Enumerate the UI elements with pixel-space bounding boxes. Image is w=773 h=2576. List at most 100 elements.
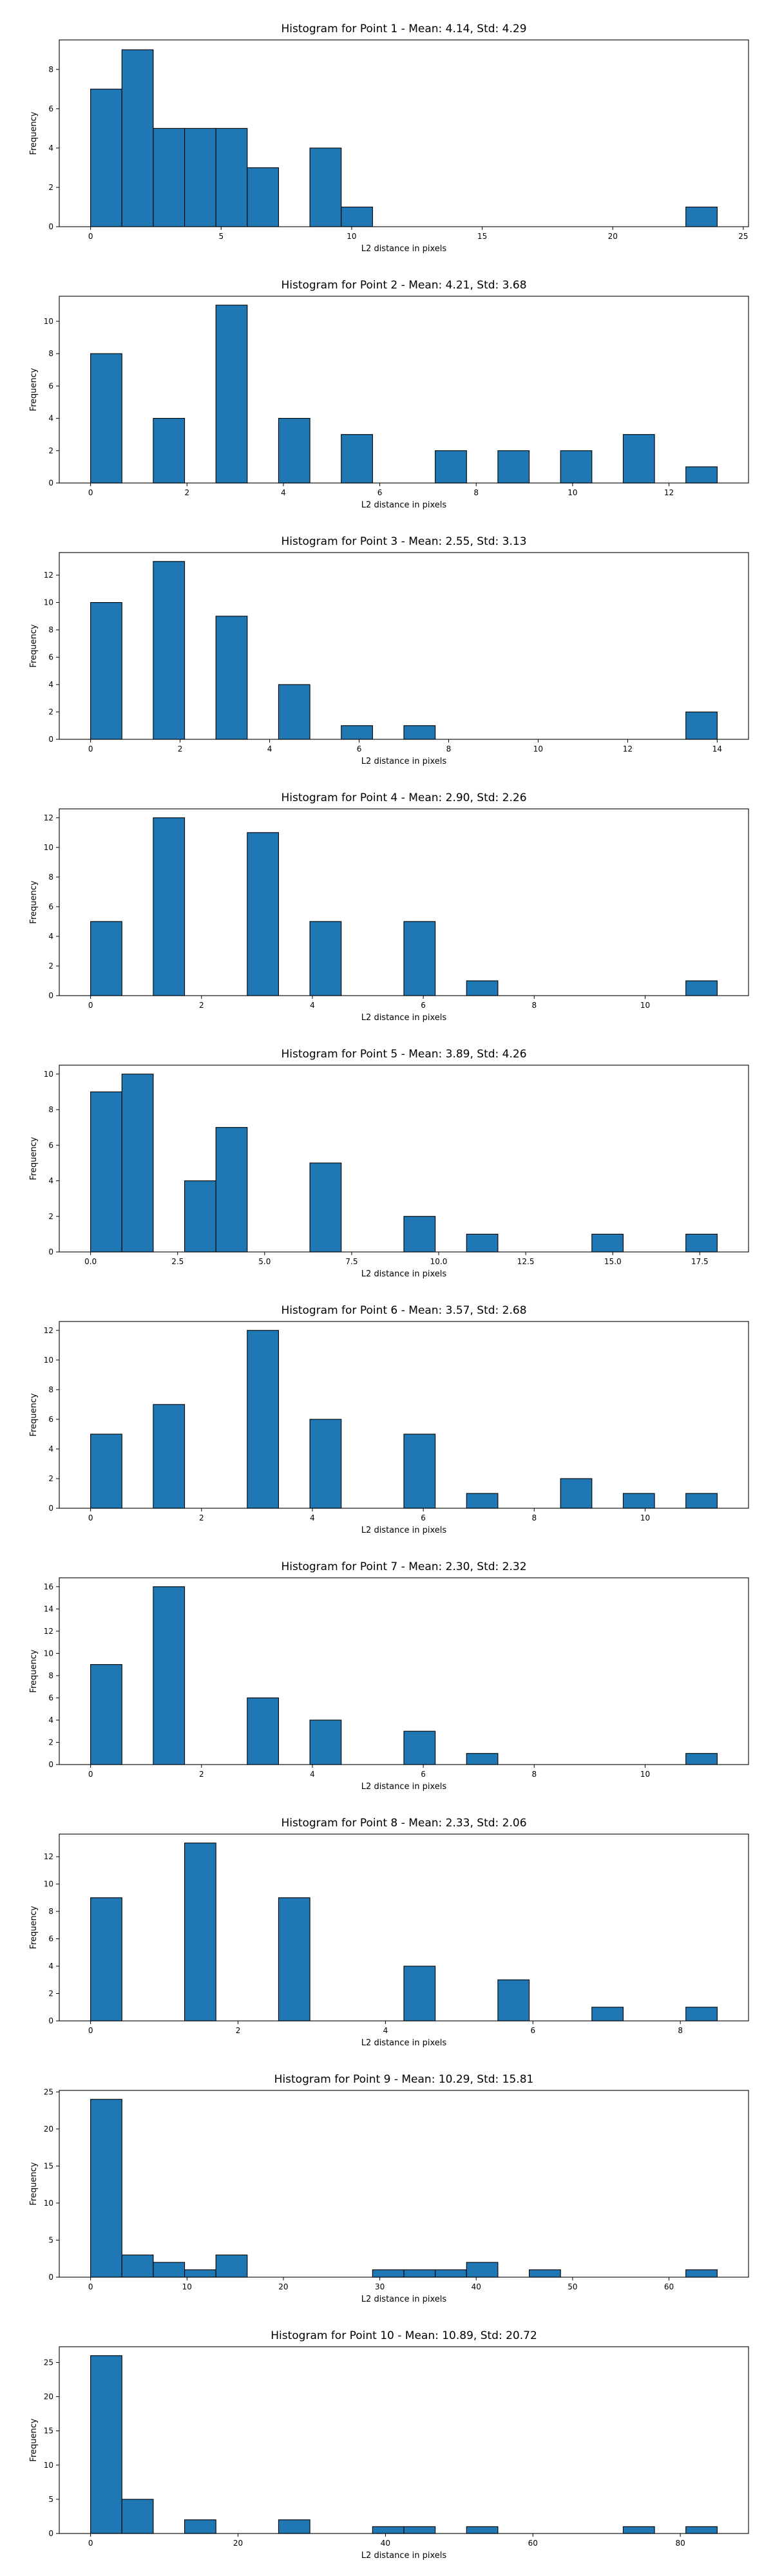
x-tick-label: 0.0 (84, 1257, 97, 1266)
histogram-bar (90, 1434, 122, 1509)
x-tick-label: 8 (531, 1001, 537, 1010)
chart-title: Histogram for Point 9 - Mean: 10.29, Std… (274, 2073, 534, 2086)
axes-frame (59, 296, 749, 484)
histogram-bar (685, 206, 718, 227)
x-tick-label: 10 (640, 1513, 650, 1522)
histogram-panel-5: Histogram for Point 5 - Mean: 3.89, Std:… (29, 1048, 749, 1279)
y-tick-label: 4 (48, 1177, 53, 1186)
histogram-bar (466, 2262, 499, 2278)
histogram-bar (215, 2254, 248, 2278)
y-axis-label: Frequency (29, 1137, 39, 1180)
x-tick-label: 6 (357, 744, 362, 753)
y-tick-label: 0 (48, 478, 53, 488)
histogram-bar (685, 1233, 718, 1253)
x-tick-label: 4 (383, 2026, 388, 2035)
x-axis-label: L2 distance in pixels (361, 757, 447, 766)
histogram-bar (622, 434, 655, 484)
histogram-bar (341, 725, 373, 740)
histogram-bar (372, 2269, 405, 2278)
histogram-bar (153, 418, 186, 484)
histogram-bar (153, 561, 186, 740)
histogram-bar (153, 2262, 186, 2278)
histogram-panel-4: Histogram for Point 4 - Mean: 2.90, Std:… (29, 791, 749, 1023)
histogram-panel-3: Histogram for Point 3 - Mean: 2.55, Std:… (29, 535, 749, 766)
x-axis-label: L2 distance in pixels (361, 1782, 447, 1792)
x-tick-label: 2 (184, 488, 189, 497)
histogram-bar (685, 711, 718, 740)
histogram-bar (215, 305, 248, 484)
y-tick-label: 16 (44, 1582, 53, 1591)
chart-title: Histogram for Point 7 - Mean: 2.30, Std:… (281, 1560, 526, 1573)
y-tick-label: 0 (48, 2016, 53, 2025)
histogram-bar (184, 1842, 216, 2022)
x-tick-label: 40 (381, 2539, 390, 2548)
y-tick-label: 12 (44, 1627, 53, 1636)
histogram-bar (466, 2526, 499, 2534)
y-tick-label: 2 (48, 1989, 53, 1998)
chart-title: Histogram for Point 6 - Mean: 3.57, Std:… (281, 1304, 526, 1317)
y-tick-label: 10 (44, 598, 53, 607)
histogram-bar (591, 2007, 624, 2022)
histogram-bar (153, 128, 186, 227)
histogram-bar (622, 1493, 655, 1509)
x-tick-label: 12 (664, 488, 674, 497)
y-axis-label: Frequency (29, 1906, 39, 1949)
histogram-bar (278, 2519, 310, 2534)
x-axis-label: L2 distance in pixels (361, 2038, 447, 2048)
y-tick-label: 0 (48, 1760, 53, 1769)
x-tick-label: 0 (88, 2026, 93, 2035)
y-tick-label: 12 (44, 1326, 53, 1335)
y-tick-label: 8 (48, 1385, 53, 1394)
histogram-bar (341, 206, 373, 227)
x-tick-label: 10 (640, 1001, 650, 1010)
x-tick-label: 6 (421, 1770, 426, 1779)
x-tick-label: 8 (531, 1513, 537, 1522)
y-tick-label: 20 (44, 2392, 53, 2401)
y-axis-label: Frequency (29, 2418, 39, 2461)
y-tick-label: 10 (44, 1649, 53, 1658)
y-tick-label: 2 (48, 183, 53, 192)
y-tick-label: 4 (48, 144, 53, 153)
x-tick-label: 0 (88, 1770, 93, 1779)
histogram-panel-6: Histogram for Point 6 - Mean: 3.57, Std:… (29, 1304, 749, 1535)
histogram-bar (121, 2254, 154, 2278)
y-tick-label: 8 (48, 65, 53, 74)
x-tick-label: 10.0 (430, 1257, 448, 1266)
histogram-bar (247, 167, 280, 227)
x-axis-label: L2 distance in pixels (361, 1269, 447, 1279)
y-tick-label: 8 (48, 625, 53, 634)
histogram-bar (685, 1753, 718, 1765)
y-tick-label: 2 (48, 1474, 53, 1483)
histogram-bar (153, 1586, 186, 1765)
histogram-bar (309, 1719, 342, 1765)
histogram-bar (184, 1180, 216, 1253)
y-tick-label: 6 (48, 1935, 53, 1944)
x-tick-label: 7.5 (345, 1257, 358, 1266)
x-tick-label: 12.5 (517, 1257, 535, 1266)
histogram-bar (309, 1419, 342, 1509)
histogram-panel-10: Histogram for Point 10 - Mean: 10.89, St… (29, 2329, 749, 2561)
axes-frame (59, 39, 749, 227)
histogram-bar (90, 88, 122, 227)
y-tick-label: 8 (48, 349, 53, 358)
x-tick-label: 60 (528, 2539, 538, 2548)
y-tick-label: 15 (44, 2427, 53, 2436)
axes-frame (59, 1321, 749, 1509)
chart-title: Histogram for Point 4 - Mean: 2.90, Std:… (281, 791, 526, 804)
y-tick-label: 8 (48, 1105, 53, 1114)
x-tick-label: 6 (530, 2026, 535, 2035)
histogram-bar (90, 2099, 122, 2278)
y-tick-label: 5 (48, 2235, 53, 2244)
histogram-bar (403, 2269, 436, 2278)
x-tick-label: 50 (568, 2282, 577, 2291)
histogram-bar (215, 128, 248, 227)
x-tick-label: 20 (608, 232, 618, 241)
x-tick-label: 4 (310, 1770, 315, 1779)
x-tick-label: 2 (178, 744, 183, 753)
histogram-bar (215, 1127, 248, 1253)
histogram-bar (466, 1233, 499, 1253)
y-tick-label: 6 (48, 1693, 53, 1702)
histogram-bar (403, 921, 436, 996)
y-tick-label: 10 (44, 2199, 53, 2208)
histogram-bar (685, 2007, 718, 2022)
